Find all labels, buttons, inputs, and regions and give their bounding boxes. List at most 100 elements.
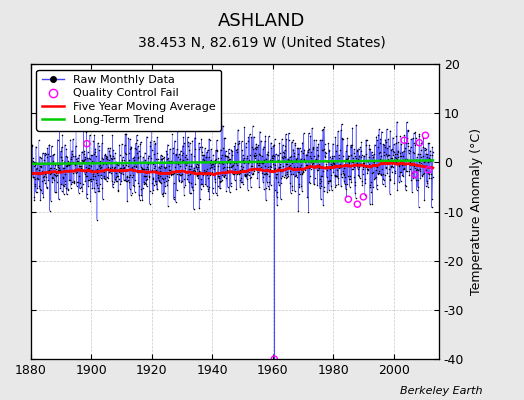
Point [96, 162, 105, 168]
Point [421, 147, 429, 153]
Point [365, 142, 374, 148]
Point [307, 166, 315, 172]
Point [133, 137, 141, 143]
Point [31, 182, 39, 189]
Point [404, 140, 412, 146]
Point [158, 152, 166, 159]
Point [327, 172, 335, 178]
Point [71, 143, 80, 149]
Point [390, 141, 398, 148]
Point [43, 150, 52, 157]
Point [252, 141, 260, 147]
Point [149, 187, 157, 193]
Point [393, 118, 401, 125]
Point [222, 148, 230, 154]
Point [324, 159, 332, 166]
Point [375, 170, 384, 176]
Point [376, 136, 385, 142]
Point [422, 178, 431, 184]
Point [415, 131, 423, 137]
Point [288, 139, 296, 145]
Point [424, 166, 433, 173]
Point [187, 151, 195, 157]
Point [106, 165, 114, 171]
Point [289, 164, 298, 170]
Point [246, 175, 255, 182]
Point [414, 204, 423, 210]
Point [53, 163, 62, 170]
Point [317, 172, 325, 179]
Point [52, 188, 60, 195]
Point [107, 160, 115, 166]
Point [347, 178, 356, 185]
Point [40, 172, 48, 179]
Point [171, 167, 179, 174]
Point [385, 166, 394, 172]
Point [424, 170, 433, 176]
Point [111, 167, 119, 174]
Point [420, 197, 429, 203]
Point [290, 153, 299, 160]
Point [119, 177, 128, 184]
Point [37, 164, 46, 170]
Text: Berkeley Earth: Berkeley Earth [400, 386, 482, 396]
Point [411, 129, 420, 136]
Point [239, 160, 248, 166]
Point [65, 176, 73, 183]
Point [68, 159, 77, 166]
Point [139, 159, 147, 165]
Point [89, 173, 97, 179]
Point [224, 146, 233, 152]
Point [400, 166, 409, 172]
Point [247, 163, 255, 170]
Point [261, 163, 269, 170]
Point [59, 164, 68, 171]
Point [210, 172, 219, 178]
Point [194, 172, 202, 178]
Point [360, 162, 368, 168]
Point [258, 159, 267, 166]
Point [119, 171, 127, 178]
Point [403, 127, 412, 133]
Point [340, 171, 348, 177]
Point [398, 159, 406, 166]
Point [418, 172, 427, 178]
Point [370, 158, 378, 165]
Point [184, 142, 192, 149]
Point [161, 183, 169, 190]
Point [232, 160, 240, 166]
Point [156, 165, 164, 171]
Point [128, 165, 136, 171]
Point [370, 142, 379, 148]
Point [252, 144, 260, 150]
Point [64, 161, 73, 168]
Point [153, 186, 161, 193]
Point [277, 168, 286, 174]
Point [249, 171, 257, 177]
Point [374, 132, 383, 138]
Point [315, 185, 324, 192]
Point [207, 146, 215, 152]
Point [280, 154, 289, 160]
Point [201, 154, 210, 160]
Point [217, 122, 225, 128]
Point [146, 138, 155, 145]
Point [279, 174, 288, 180]
Point [249, 170, 257, 176]
Point [340, 178, 348, 184]
Point [282, 131, 290, 137]
Point [214, 163, 222, 169]
Point [109, 147, 117, 153]
Point [313, 147, 321, 154]
Point [234, 126, 242, 133]
Point [165, 163, 173, 169]
Point [155, 160, 163, 166]
Point [363, 170, 372, 177]
Point [274, 152, 282, 158]
Point [393, 187, 401, 194]
Point [270, 136, 279, 142]
Point [267, 140, 275, 146]
Point [133, 132, 141, 138]
Point [124, 135, 133, 142]
Point [173, 158, 181, 165]
